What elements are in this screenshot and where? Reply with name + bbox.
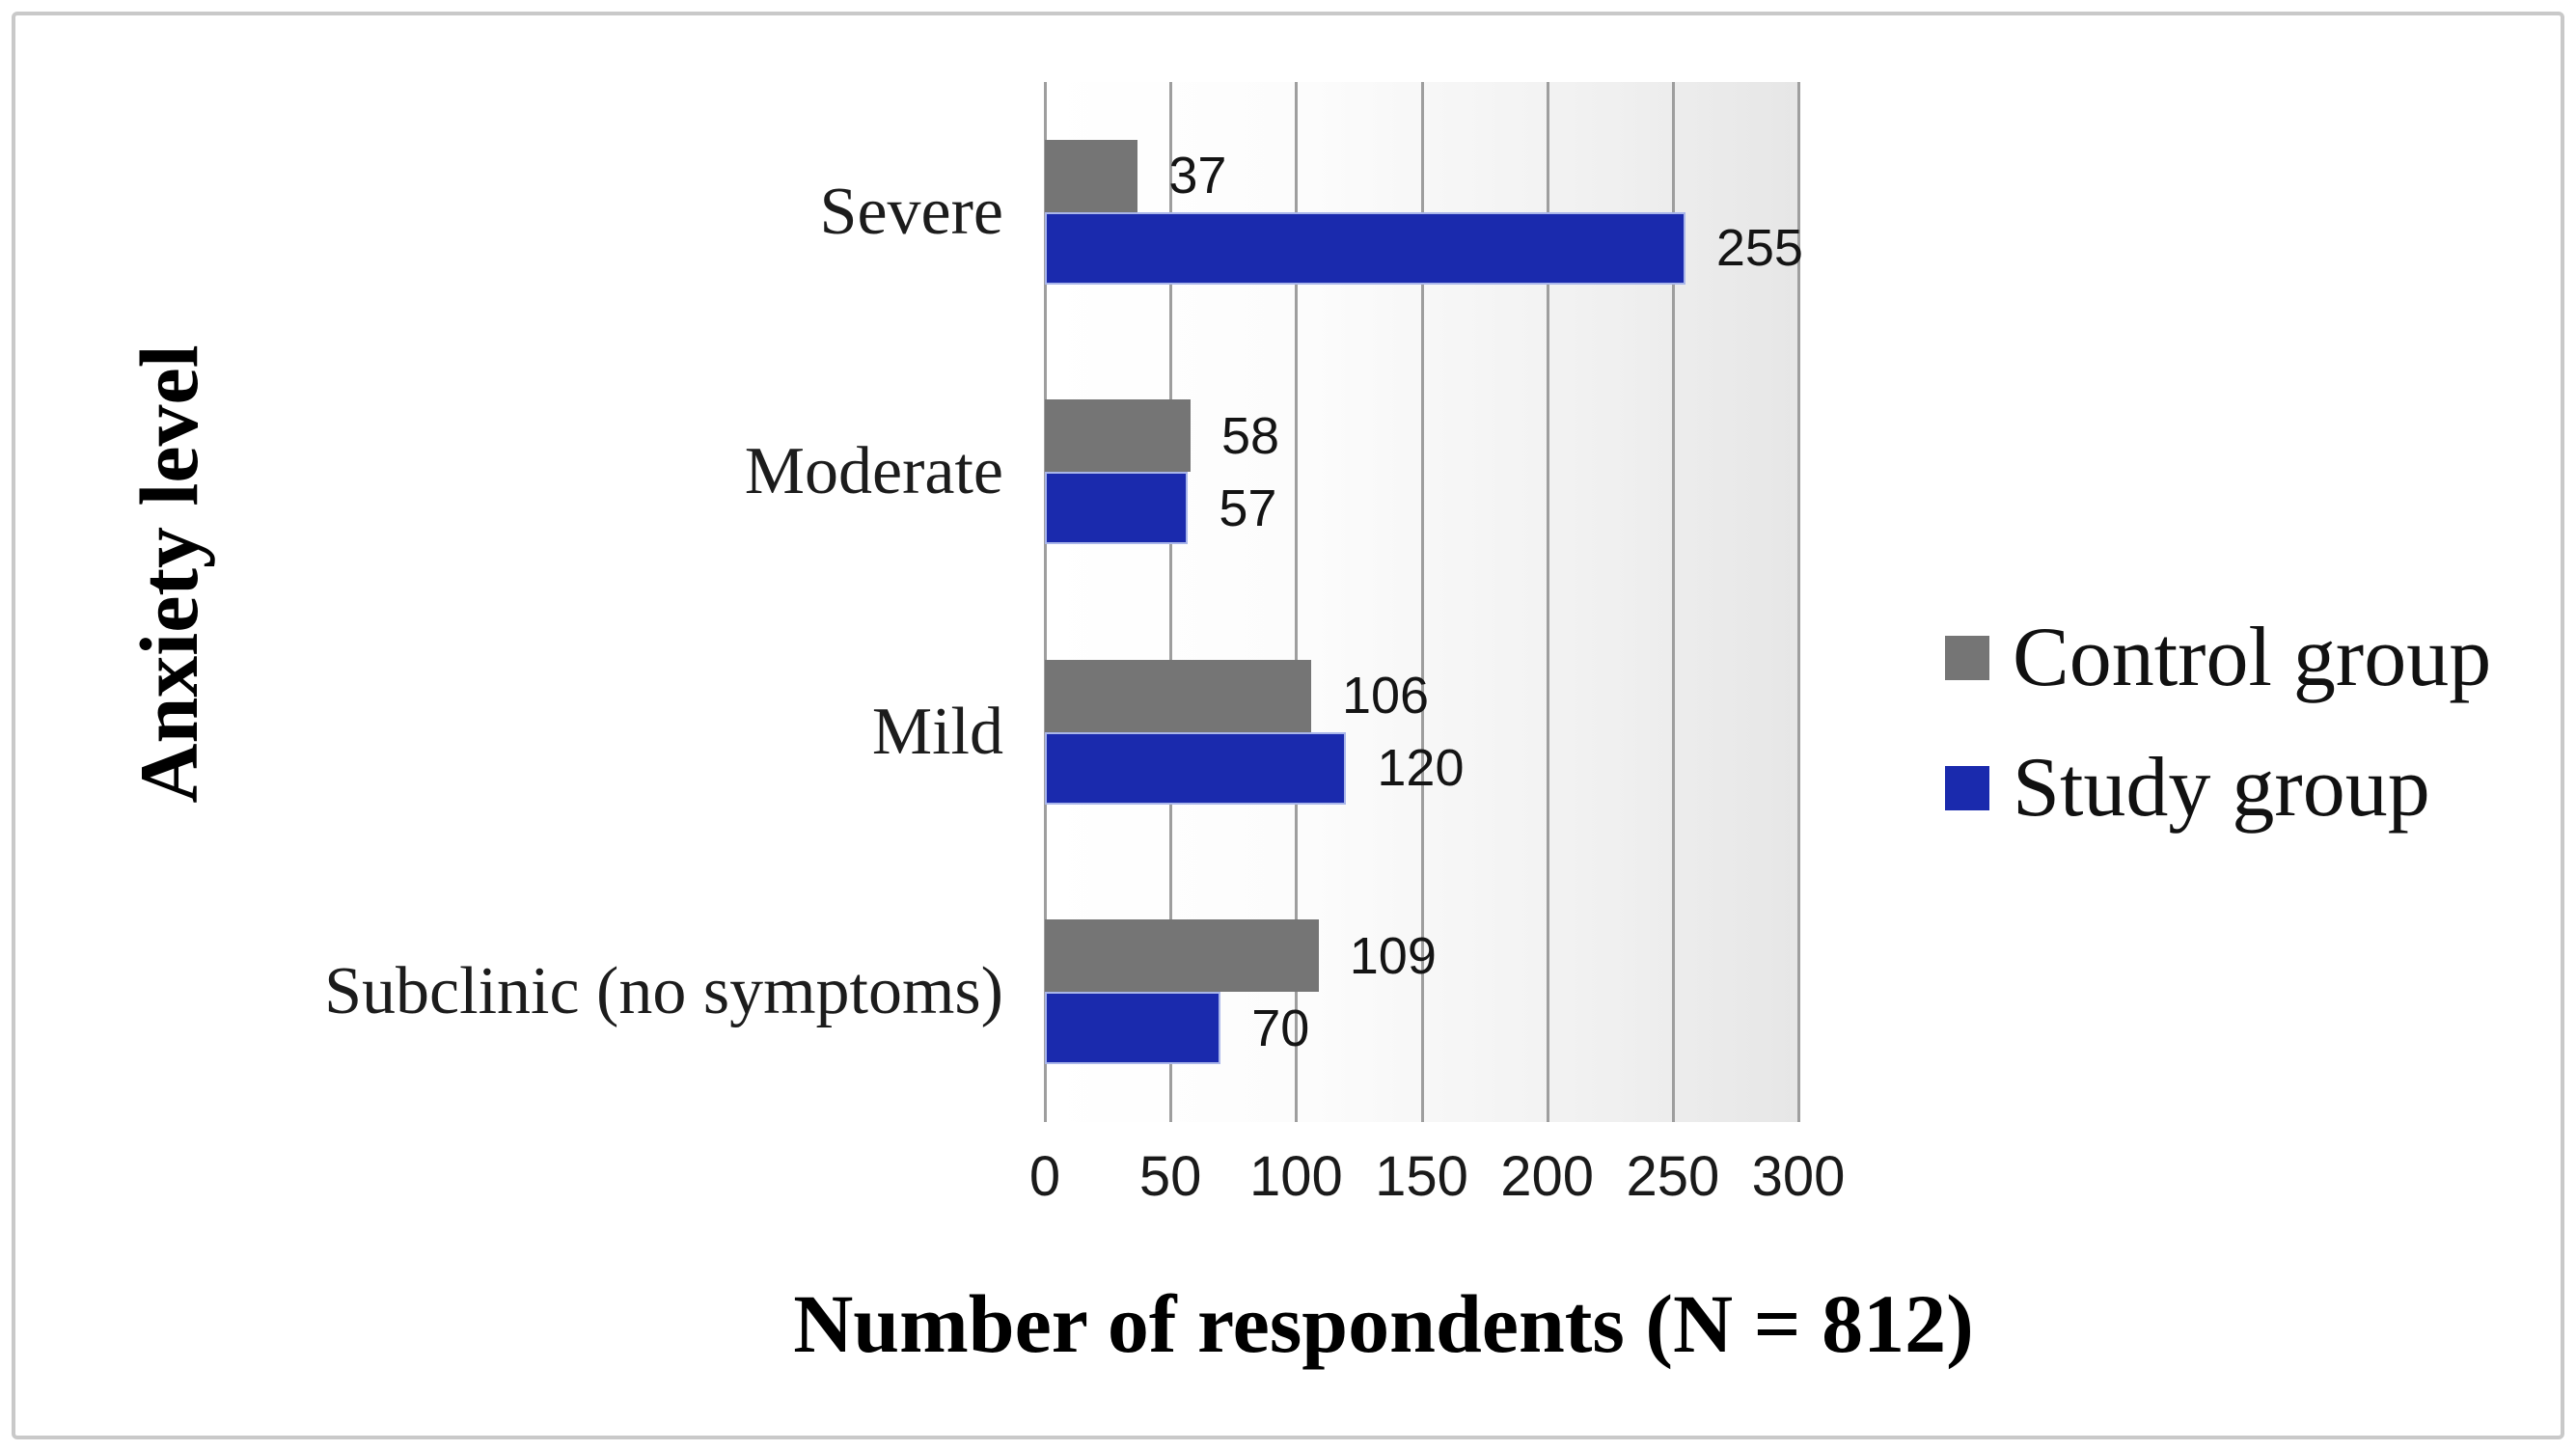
x-tick-label-100: 100 (1248, 1145, 1343, 1208)
category-label-0: Severe (819, 174, 1003, 249)
bar-study-1 (1045, 472, 1189, 545)
data-label-study-1: 57 (1219, 479, 1277, 537)
data-label-study-2: 120 (1377, 739, 1465, 798)
bar-control-1 (1045, 399, 1191, 473)
x-tick-label-300: 300 (1751, 1145, 1846, 1208)
bar-control-0 (1045, 139, 1138, 212)
bar-study-2 (1045, 731, 1347, 805)
data-label-study-0: 255 (1715, 219, 1803, 278)
bar-control-3 (1045, 919, 1319, 993)
data-label-control-3: 109 (1349, 926, 1437, 985)
gridline-x-200 (1546, 82, 1549, 1122)
x-tick-label-200: 200 (1500, 1145, 1595, 1208)
data-label-control-1: 58 (1220, 406, 1280, 465)
x-tick-label-0: 0 (1028, 1145, 1061, 1208)
gridline-x-50 (1169, 82, 1173, 1122)
gridline-x-150 (1420, 82, 1424, 1122)
data-label-control-2: 106 (1341, 667, 1430, 726)
legend-label-study-group: Study group (2013, 741, 2430, 835)
gridline-x-0 (1044, 82, 1047, 1122)
x-axis-title: Number of respondents (N = 812) (793, 1277, 1974, 1370)
legend-item-study-group: Study group (1945, 730, 2430, 846)
legend-swatch-control-group (1945, 636, 1989, 680)
legend-label-control-group: Control group (2013, 611, 2492, 704)
category-label-3: Subclinic (no symptoms) (324, 954, 1003, 1029)
x-tick-label-150: 150 (1375, 1145, 1468, 1208)
category-label-2: Mild (871, 694, 1003, 769)
plot-area: 0 50 100 150 200 250 300 37 255 58 57 106 120 109 70 (1029, 82, 1845, 1205)
x-tick-label-50: 50 (1138, 1145, 1202, 1208)
bar-control-2 (1045, 659, 1311, 732)
bar-study-0 (1045, 211, 1685, 285)
legend-swatch-study-group (1945, 766, 1989, 810)
gridline-x-300 (1797, 82, 1800, 1122)
category-label-1: Moderate (744, 434, 1003, 509)
x-tick-label-250: 250 (1626, 1145, 1720, 1208)
y-axis-title: Anxiety level (123, 344, 215, 804)
gridline-x-100 (1295, 82, 1299, 1122)
gridline-x-250 (1671, 82, 1675, 1122)
legend-item-control-group: Control group (1945, 600, 2491, 716)
data-label-study-3: 70 (1251, 999, 1310, 1057)
bar-study-3 (1045, 992, 1221, 1065)
data-label-control-0: 37 (1168, 147, 1227, 205)
